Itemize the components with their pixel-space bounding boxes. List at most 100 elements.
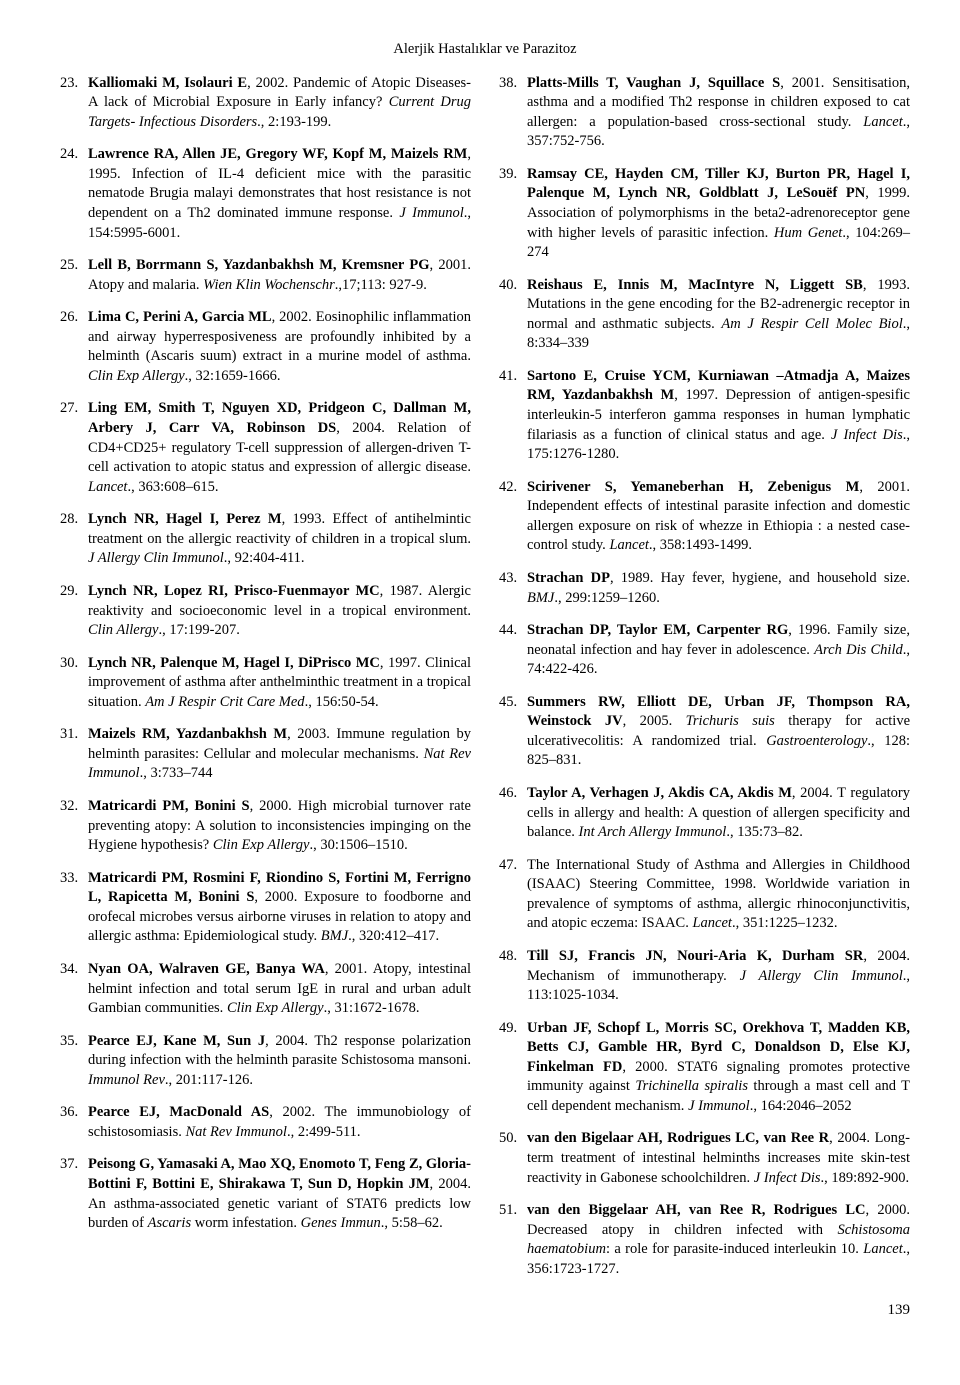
reference-number: 47. <box>499 856 527 934</box>
reference-number: 33. <box>60 869 88 947</box>
reference-authors: Reishaus E, Innis M, MacIntyre N, Ligget… <box>527 277 863 293</box>
reference-authors: Ramsay CE, Hayden CM, Tiller KJ, Burton … <box>527 166 910 202</box>
reference-authors: Taylor A, Verhagen J, Akdis CA, Akdis M <box>527 785 792 801</box>
reference-body: Maizels RM, Yazdanbakhsh M, 2003. Immune… <box>88 725 471 784</box>
reference-number: 51. <box>499 1201 527 1279</box>
reference-journal: BMJ <box>527 590 554 606</box>
reference-authors: Pearce EJ, Kane M, Sun J <box>88 1033 265 1049</box>
reference-journal: Lancet <box>88 479 127 495</box>
reference-body: Reishaus E, Innis M, MacIntyre N, Ligget… <box>527 276 910 354</box>
reference-authors: Lynch NR, Lopez RI, Prisco-Fuenmayor MC <box>88 583 380 599</box>
reference-italic-term: Trichinella spiralis <box>635 1078 748 1094</box>
reference-number: 35. <box>60 1032 88 1091</box>
reference-authors: Strachan DP <box>527 570 610 586</box>
reference-number: 46. <box>499 784 527 843</box>
reference-body: Lynch NR, Palenque M, Hagel I, DiPrisco … <box>88 654 471 713</box>
reference-body: Ramsay CE, Hayden CM, Tiller KJ, Burton … <box>527 165 910 263</box>
reference-body: Pearce EJ, MacDonald AS, 2002. The immun… <box>88 1103 471 1142</box>
reference-body: van den Biggelaar AH, van Ree R, Rodrigu… <box>527 1201 910 1279</box>
reference-number: 48. <box>499 947 527 1006</box>
reference-journal: J Infect Dis <box>831 427 903 443</box>
reference-number: 32. <box>60 797 88 856</box>
reference-authors: Lynch NR, Hagel I, Perez M <box>88 511 282 527</box>
reference-body: Kalliomaki M, Isolauri E, 2002. Pandemic… <box>88 74 471 133</box>
reference-authors: Lawrence RA, Allen JE, Gregory WF, Kopf … <box>88 146 467 162</box>
reference-number: 29. <box>60 582 88 641</box>
reference-item: 38.Platts-Mills T, Vaughan J, Squillace … <box>499 74 910 152</box>
reference-authors: Strachan DP, Taylor EM, Carpenter RG <box>527 622 788 638</box>
reference-item: 31.Maizels RM, Yazdanbakhsh M, 2003. Imm… <box>60 725 471 784</box>
reference-item: 37.Peisong G, Yamasaki A, Mao XQ, Enomot… <box>60 1155 471 1233</box>
reference-body: The International Study of Asthma and Al… <box>527 856 910 934</box>
reference-number: 50. <box>499 1129 527 1188</box>
reference-item: 47.The International Study of Asthma and… <box>499 856 910 934</box>
reference-item: 33.Matricardi PM, Rosmini F, Riondino S,… <box>60 869 471 947</box>
reference-body: Taylor A, Verhagen J, Akdis CA, Akdis M,… <box>527 784 910 843</box>
reference-authors: Sartono E, Cruise YCM, Kurniawan –Atmadj… <box>527 368 910 404</box>
reference-journal: Current Drug Targets- Infectious Disorde… <box>88 94 471 130</box>
reference-item: 50.van den Bigelaar AH, Rodrigues LC, va… <box>499 1129 910 1188</box>
reference-authors: Lynch NR, Palenque M, Hagel I, DiPrisco … <box>88 655 380 671</box>
reference-authors: Ling EM, Smith T, Nguyen XD, Pridgeon C,… <box>88 400 471 436</box>
reference-body: Matricardi PM, Bonini S, 2000. High micr… <box>88 797 471 856</box>
reference-journal: J Allergy Clin Immunol <box>740 968 903 984</box>
reference-number: 37. <box>60 1155 88 1233</box>
reference-item: 34.Nyan OA, Walraven GE, Banya WA, 2001.… <box>60 960 471 1019</box>
reference-item: 51.van den Biggelaar AH, van Ree R, Rodr… <box>499 1201 910 1279</box>
reference-authors: van den Biggelaar AH, van Ree R, Rodrigu… <box>527 1202 866 1218</box>
reference-body: Strachan DP, Taylor EM, Carpenter RG, 19… <box>527 621 910 680</box>
reference-authors: Maizels RM, Yazdanbakhsh M <box>88 726 287 742</box>
reference-number: 27. <box>60 399 88 497</box>
reference-journal: Nat Rev Immunol <box>88 746 471 782</box>
reference-item: 36.Pearce EJ, MacDonald AS, 2002. The im… <box>60 1103 471 1142</box>
reference-number: 34. <box>60 960 88 1019</box>
reference-body: Lynch NR, Lopez RI, Prisco-Fuenmayor MC,… <box>88 582 471 641</box>
reference-journal: Immunol Rev <box>88 1072 165 1088</box>
reference-number: 25. <box>60 256 88 295</box>
reference-authors: Pearce EJ, MacDonald AS <box>88 1104 269 1120</box>
reference-journal: Lancet <box>863 1241 902 1257</box>
reference-body: Scirivener S, Yemaneberhan H, Zebenigus … <box>527 478 910 556</box>
reference-columns: 23.Kalliomaki M, Isolauri E, 2002. Pande… <box>60 74 910 1293</box>
reference-journal: Hum Genet <box>774 225 842 241</box>
reference-number: 43. <box>499 569 527 608</box>
reference-number: 31. <box>60 725 88 784</box>
reference-number: 42. <box>499 478 527 556</box>
reference-authors: Peisong G, Yamasaki A, Mao XQ, Enomoto T… <box>88 1156 471 1192</box>
reference-journal: Nat Rev Immunol <box>185 1124 286 1140</box>
reference-item: 28.Lynch NR, Hagel I, Perez M, 1993. Eff… <box>60 510 471 569</box>
reference-journal: Lancet <box>863 114 902 130</box>
reference-journal: Wien Klin Wochenschr <box>203 277 335 293</box>
reference-item: 40.Reishaus E, Innis M, MacIntyre N, Lig… <box>499 276 910 354</box>
reference-italic-term: Trichuris suis <box>686 713 775 729</box>
reference-number: 41. <box>499 367 527 465</box>
reference-body: Lell B, Borrmann S, Yazdanbakhsh M, Krem… <box>88 256 471 295</box>
right-column: 38.Platts-Mills T, Vaughan J, Squillace … <box>499 74 910 1293</box>
reference-journal: Int Arch Allergy Immunol <box>579 824 727 840</box>
reference-journal: Genes Immun <box>301 1215 381 1231</box>
reference-item: 23.Kalliomaki M, Isolauri E, 2002. Pande… <box>60 74 471 133</box>
reference-item: 41.Sartono E, Cruise YCM, Kurniawan –Atm… <box>499 367 910 465</box>
reference-authors: Till SJ, Francis JN, Nouri-Aria K, Durha… <box>527 948 863 964</box>
reference-journal: Am J Respir Cell Molec Biol <box>721 316 902 332</box>
reference-number: 24. <box>60 145 88 243</box>
reference-item: 30.Lynch NR, Palenque M, Hagel I, DiPris… <box>60 654 471 713</box>
reference-body: Summers RW, Elliott DE, Urban JF, Thomps… <box>527 693 910 771</box>
reference-item: 27.Ling EM, Smith T, Nguyen XD, Pridgeon… <box>60 399 471 497</box>
reference-body: Till SJ, Francis JN, Nouri-Aria K, Durha… <box>527 947 910 1006</box>
reference-body: Strachan DP, 1989. Hay fever, hygiene, a… <box>527 569 910 608</box>
reference-italic-term: Ascaris <box>148 1215 192 1231</box>
reference-body: Peisong G, Yamasaki A, Mao XQ, Enomoto T… <box>88 1155 471 1233</box>
left-column: 23.Kalliomaki M, Isolauri E, 2002. Pande… <box>60 74 471 1293</box>
reference-italic-term: Schistosoma haematobium <box>527 1222 910 1258</box>
reference-item: 45.Summers RW, Elliott DE, Urban JF, Tho… <box>499 693 910 771</box>
reference-authors: Lima C, Perini A, Garcia ML <box>88 309 272 325</box>
reference-journal: J Immunol <box>399 205 463 221</box>
reference-body: Lawrence RA, Allen JE, Gregory WF, Kopf … <box>88 145 471 243</box>
reference-number: 26. <box>60 308 88 386</box>
reference-journal: Clin Allergy <box>88 622 158 638</box>
reference-item: 25.Lell B, Borrmann S, Yazdanbakhsh M, K… <box>60 256 471 295</box>
reference-item: 46.Taylor A, Verhagen J, Akdis CA, Akdis… <box>499 784 910 843</box>
reference-journal: J Infect Dis <box>754 1170 821 1186</box>
reference-journal: Gastroenterology <box>766 733 867 749</box>
